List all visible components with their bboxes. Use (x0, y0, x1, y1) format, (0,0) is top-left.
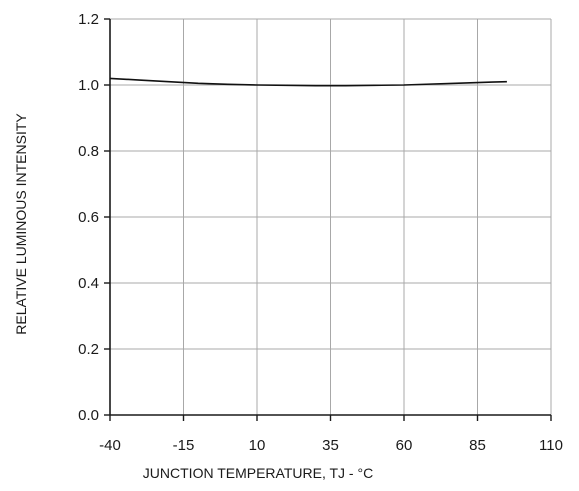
x-tick-label-2: 10 (249, 437, 266, 454)
x-tick-label-1: -15 (173, 437, 195, 454)
y-tick-label-6: 1.2 (78, 11, 99, 28)
x-axis-title: JUNCTION TEMPERATURE, TJ - °C (143, 465, 373, 481)
grid-lines (110, 18, 552, 415)
y-tick-label-1: 0.2 (78, 341, 99, 358)
y-tick-label-5: 1.0 (78, 77, 99, 94)
x-tick-label-4: 60 (396, 437, 413, 454)
x-tick-label-0: -40 (99, 437, 121, 454)
y-tick-label-2: 0.4 (78, 275, 99, 292)
axes (104, 18, 552, 421)
series-line-0 (109, 77, 507, 87)
y-tick-label-3: 0.6 (78, 209, 99, 226)
x-tick-label-3: 35 (322, 437, 339, 454)
series-layer (109, 77, 507, 87)
y-tick-label-0: 0.0 (78, 407, 99, 424)
x-tick-label-6: 110 (539, 437, 563, 454)
y-tick-label-4: 0.8 (78, 143, 99, 160)
tick-labels: 0.0 0.2 0.4 0.6 0.8 1.0 1.2 -40 -15 10 35 60 85 110 (78, 11, 563, 454)
y-axis-title: RELATIVE LUMINOUS INTENSITY (13, 113, 29, 335)
x-tick-label-5: 85 (469, 437, 486, 454)
